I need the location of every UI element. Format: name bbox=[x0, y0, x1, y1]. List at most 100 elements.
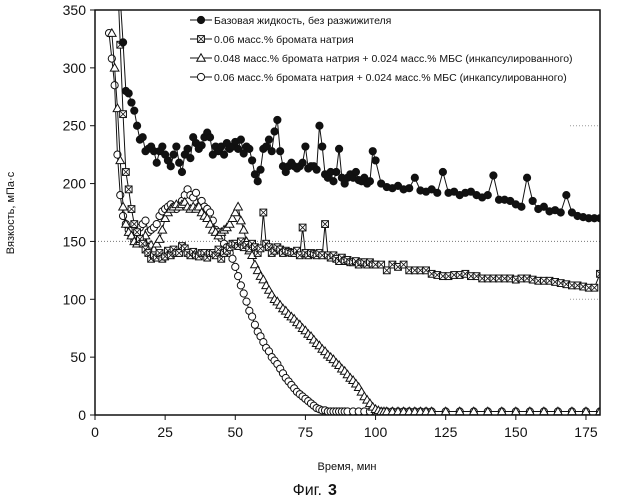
legend-marker bbox=[198, 36, 205, 43]
data-point bbox=[232, 263, 239, 270]
y-axis-label: Вязкость, мПа·с bbox=[5, 171, 17, 254]
y-axis-ticks: 0 50 100 150 200 250 300 350 bbox=[63, 2, 95, 423]
series-3 bbox=[108, 29, 605, 415]
series-line bbox=[117, 0, 600, 218]
y-tick-label: 0 bbox=[78, 407, 86, 423]
data-point bbox=[234, 273, 241, 280]
data-point bbox=[335, 145, 342, 152]
figure-caption-number: 3 bbox=[328, 482, 337, 499]
legend-item: 0.048 масс.% бромата натрия + 0.024 масс… bbox=[190, 53, 573, 65]
legend-item: 0.06 масс.% бромата натрия bbox=[190, 34, 354, 46]
data-point bbox=[268, 148, 275, 155]
data-point bbox=[234, 202, 243, 210]
data-point bbox=[239, 226, 248, 234]
data-point bbox=[125, 90, 132, 97]
y-tick-label: 150 bbox=[63, 233, 87, 249]
data-point bbox=[523, 174, 530, 181]
data-point bbox=[257, 166, 264, 173]
legend-label: 0.048 масс.% бромата натрия + 0.024 масс… bbox=[214, 53, 573, 65]
data-point bbox=[159, 143, 166, 150]
series-4 bbox=[105, 30, 603, 416]
data-point bbox=[134, 229, 141, 236]
x-axis-ticks: 0255075100125150175 bbox=[91, 415, 598, 440]
data-point bbox=[251, 321, 258, 328]
legend-label: Базовая жидкость, без разжижителя bbox=[214, 15, 391, 27]
data-point bbox=[153, 220, 160, 227]
data-point bbox=[484, 192, 491, 199]
data-point bbox=[119, 202, 128, 210]
data-point bbox=[254, 178, 261, 185]
data-point bbox=[313, 166, 320, 173]
y-tick-label: 250 bbox=[63, 118, 87, 134]
data-point bbox=[184, 145, 191, 152]
data-point bbox=[265, 136, 272, 143]
legend-marker bbox=[197, 73, 204, 80]
data-point bbox=[319, 143, 326, 150]
data-point bbox=[155, 235, 164, 243]
data-point bbox=[591, 284, 598, 291]
data-point bbox=[176, 159, 183, 166]
data-point bbox=[111, 82, 118, 89]
data-point bbox=[153, 159, 160, 166]
x-tick-label: 75 bbox=[298, 424, 314, 440]
y-tick-label: 300 bbox=[63, 60, 87, 76]
data-point bbox=[299, 224, 306, 231]
data-point bbox=[330, 178, 337, 185]
data-point bbox=[249, 157, 256, 164]
data-point bbox=[557, 209, 564, 216]
data-point bbox=[243, 298, 250, 305]
data-point bbox=[170, 151, 177, 158]
data-point bbox=[260, 209, 267, 216]
x-tick-label: 50 bbox=[227, 424, 243, 440]
data-point bbox=[122, 169, 129, 176]
x-tick-label: 25 bbox=[157, 424, 173, 440]
data-point bbox=[563, 192, 570, 199]
data-point bbox=[434, 189, 441, 196]
data-point bbox=[277, 148, 284, 155]
data-point bbox=[173, 143, 180, 150]
data-point bbox=[274, 116, 281, 123]
data-point bbox=[490, 172, 497, 179]
series-line bbox=[117, 0, 600, 288]
data-point bbox=[131, 221, 138, 228]
series-line bbox=[112, 33, 600, 411]
data-point bbox=[128, 99, 135, 106]
data-point bbox=[220, 151, 227, 158]
data-point bbox=[237, 136, 244, 143]
data-point bbox=[119, 212, 126, 219]
legend-label: 0.06 масс.% бромата натрия + 0.024 масс.… bbox=[214, 72, 567, 84]
data-point bbox=[352, 168, 359, 175]
data-point bbox=[120, 111, 127, 118]
data-point bbox=[271, 128, 278, 135]
data-point bbox=[249, 313, 256, 320]
data-point bbox=[119, 39, 126, 46]
data-point bbox=[206, 134, 213, 141]
x-axis-label: Время, мин bbox=[318, 461, 377, 473]
data-point bbox=[529, 197, 536, 204]
data-point bbox=[117, 0, 124, 2]
legend-item: Базовая жидкость, без разжижителя bbox=[190, 15, 391, 27]
data-point bbox=[439, 168, 446, 175]
data-point bbox=[240, 290, 247, 297]
data-point bbox=[229, 255, 236, 262]
y-tick-label: 350 bbox=[63, 2, 87, 18]
data-point bbox=[125, 186, 132, 193]
y-tick-label: 200 bbox=[63, 176, 87, 192]
data-point bbox=[167, 163, 174, 170]
x-tick-label: 125 bbox=[434, 424, 458, 440]
y-tick-label: 50 bbox=[70, 349, 86, 365]
legend-marker bbox=[197, 16, 204, 23]
data-point bbox=[178, 168, 185, 175]
data-point bbox=[110, 64, 119, 72]
data-point bbox=[131, 107, 138, 114]
data-point bbox=[139, 134, 146, 141]
y-tick-label: 100 bbox=[63, 291, 87, 307]
data-point bbox=[246, 145, 253, 152]
data-point bbox=[366, 178, 373, 185]
figure-caption: Фиг. bbox=[293, 482, 322, 499]
data-point bbox=[299, 159, 306, 166]
data-point bbox=[322, 221, 329, 228]
data-point bbox=[128, 206, 135, 213]
x-tick-label: 0 bbox=[91, 424, 99, 440]
